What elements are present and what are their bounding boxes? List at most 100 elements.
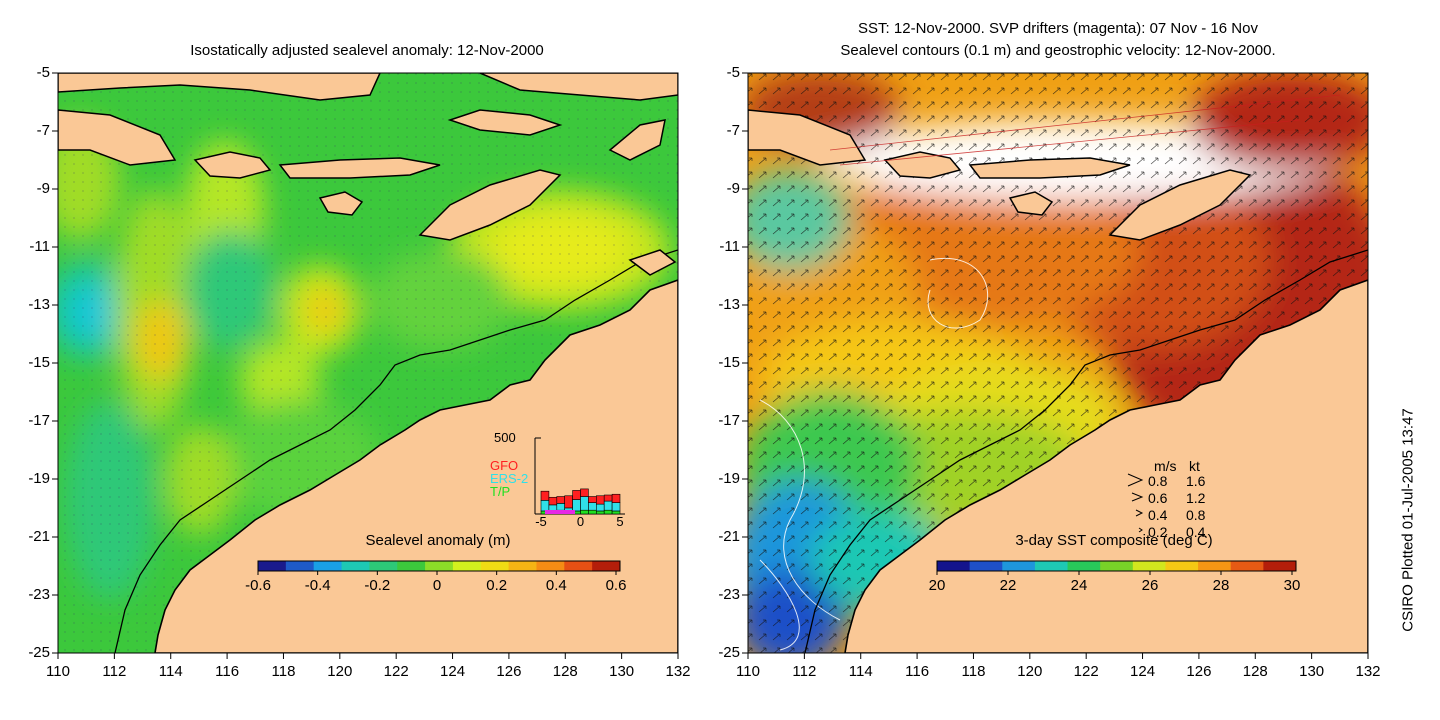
colorbar-segment xyxy=(369,561,398,571)
inset-x-tick: -5 xyxy=(535,514,547,529)
lon-label: 120 xyxy=(327,663,353,680)
colorbar-tick-label: 0.4 xyxy=(545,577,567,594)
colorbar-segment xyxy=(1034,561,1069,571)
colorbar-tick-label: -0.2 xyxy=(364,577,391,594)
inset-bar-ers xyxy=(580,496,589,511)
colorbar-tick-label: 26 xyxy=(1141,577,1159,594)
drifter-tracks xyxy=(829,94,1341,166)
colorbar-segment xyxy=(258,561,287,571)
inset-bar-ers xyxy=(611,502,621,512)
velocity-legend-kt-header: kt xyxy=(1189,458,1200,474)
lat-label: -13 xyxy=(718,296,740,313)
lat-label: -5 xyxy=(726,64,740,81)
lon-label: 128 xyxy=(552,663,578,680)
lon-label: 130 xyxy=(1299,663,1325,680)
inset-legend-t/p: T/P xyxy=(490,484,511,499)
inset-bar-ers xyxy=(572,499,581,512)
colorbar-segment xyxy=(1002,561,1036,571)
colorbar-segment xyxy=(1230,561,1264,571)
colorbar-tick-label: -0.4 xyxy=(304,577,331,594)
colorbar-tick-label: 22 xyxy=(999,577,1017,594)
australia-land-right xyxy=(804,249,1368,653)
colorbar-tick-label: -0.6 xyxy=(245,577,271,594)
colorbar-segment xyxy=(564,561,593,571)
inset-legend-gfo: GFO xyxy=(490,458,519,473)
lon-label: 124 xyxy=(440,663,466,680)
velocity-ms-value: 0.8 xyxy=(1148,473,1168,489)
colorbar-segment xyxy=(425,561,454,571)
colorbar-tick-label: 24 xyxy=(1070,577,1088,594)
velocity-kt-value: 1.6 xyxy=(1186,473,1206,489)
inset-bar-gfo xyxy=(588,496,597,503)
lon-label: 118 xyxy=(271,663,296,680)
right-panel-title-line2: Sealevel contours (0.1 m) and geostrophi… xyxy=(840,42,1276,59)
colorbar-segment xyxy=(1165,561,1199,571)
colorbar-tick-label: 28 xyxy=(1212,577,1230,594)
colorbar-segment xyxy=(480,561,510,571)
colorbar-tick-label: 0.2 xyxy=(486,577,508,594)
lat-label: -23 xyxy=(718,586,740,603)
inset-legend-ers-2: ERS-2 xyxy=(490,471,529,486)
colorbar-segment xyxy=(285,561,315,571)
inset-bar-gfo xyxy=(580,488,589,497)
inset-x-tick: 0 xyxy=(576,514,585,529)
lon-label: 120 xyxy=(1017,663,1043,680)
lon-label: 130 xyxy=(609,663,635,680)
lat-label: -9 xyxy=(726,180,740,197)
inset-bar-ers xyxy=(595,503,605,512)
inset-ymax-label: 500 xyxy=(494,430,516,445)
inset-bar-gfo xyxy=(603,494,613,502)
lat-label: -15 xyxy=(28,354,50,371)
drifter-window-marker xyxy=(545,510,575,514)
lon-label: 124 xyxy=(1130,663,1156,680)
lat-label: -25 xyxy=(718,644,740,661)
colorbar-segment xyxy=(536,561,565,571)
inset-bar-ers xyxy=(540,500,550,512)
colorbar-segment xyxy=(1067,561,1101,571)
australia-land xyxy=(114,249,678,653)
right-axis-ticks xyxy=(742,72,1369,659)
lat-label: -21 xyxy=(718,528,740,545)
sealevel-colorbar xyxy=(257,560,621,575)
lat-label: -5 xyxy=(36,64,50,81)
colorbar-tick-label: 0 xyxy=(432,577,442,594)
velocity-kt-value: 0.8 xyxy=(1186,507,1206,523)
inset-x-tick: 5 xyxy=(616,514,624,529)
lat-label: -7 xyxy=(36,122,50,139)
lon-label: 122 xyxy=(383,663,409,680)
inset-bar-gfo xyxy=(564,495,573,509)
inset-bar-tp xyxy=(595,510,605,515)
lon-label: 116 xyxy=(905,663,930,680)
colorbar-segment xyxy=(452,561,482,571)
colorbar-segment xyxy=(341,561,370,571)
left-axis-ticks xyxy=(52,72,679,659)
lon-label: 122 xyxy=(1073,663,1099,680)
colorbar-segment xyxy=(397,561,426,571)
credit-label: CSIRO Plotted 01-Jul-2005 13:47 xyxy=(1399,408,1417,632)
lon-label: 112 xyxy=(102,663,127,680)
lat-label: -23 xyxy=(28,586,50,603)
inset-bars xyxy=(540,488,621,515)
lon-label: 116 xyxy=(215,663,240,680)
velocity-kt-value: 1.2 xyxy=(1186,490,1206,506)
inset-bar-ers xyxy=(603,500,613,511)
colorbar-segment xyxy=(592,561,621,571)
right-panel-title-line1: SST: 12-Nov-2000. SVP drifters (magenta)… xyxy=(858,20,1258,37)
colorbar-segment xyxy=(313,561,343,571)
sealevel-colorbar-label: Sealevel anomaly (m) xyxy=(365,532,511,549)
inset-bar-gfo xyxy=(595,495,605,505)
altimeter-count-inset xyxy=(534,437,625,515)
colorbar-frame xyxy=(936,560,1297,572)
velocity-kt-value: 0.4 xyxy=(1186,524,1206,540)
lat-label: -11 xyxy=(29,238,50,255)
lon-label: 110 xyxy=(46,663,70,680)
inset-bar-gfo xyxy=(572,490,581,500)
lon-label: 114 xyxy=(158,663,183,680)
lon-label: 132 xyxy=(1355,663,1381,680)
lon-label: 132 xyxy=(665,663,691,680)
inset-bar-gfo xyxy=(556,496,565,504)
inset-bar-gfo xyxy=(611,493,621,503)
velocity-legend-ms-header: m/s xyxy=(1154,458,1177,474)
